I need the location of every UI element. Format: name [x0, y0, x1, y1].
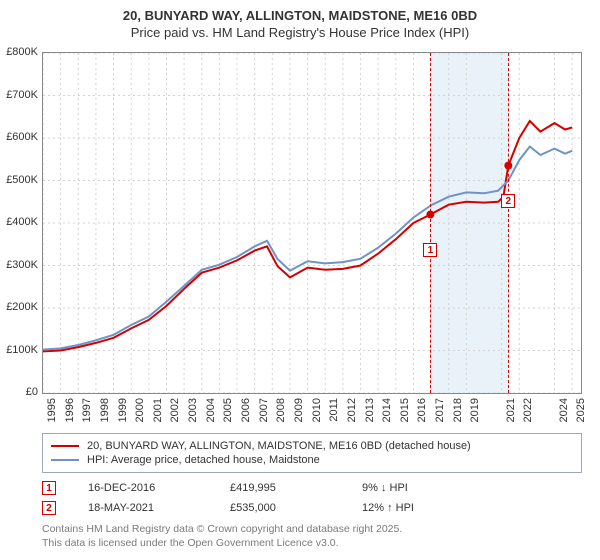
sale-marker: 1	[42, 481, 56, 495]
xtick-label: 2019	[469, 398, 481, 422]
xtick-label: 2007	[258, 398, 270, 422]
sales-table: 1 16-DEC-2016 £419,995 9% ↓ HPI 2 18-MAY-2021…	[42, 478, 582, 518]
legend-label: 20, BUNYARD WAY, ALLINGTON, MAIDSTONE, M…	[87, 440, 471, 452]
xtick-label: 2024	[558, 398, 570, 422]
ytick-label: £200K	[6, 301, 38, 313]
footer-line-1: Contains HM Land Registry data © Crown c…	[42, 522, 582, 536]
sale-delta: 9% ↓ HPI	[362, 482, 408, 494]
xtick-label: 1996	[64, 398, 76, 422]
footer-line-2: This data is licensed under the Open Gov…	[42, 536, 582, 550]
marker-box-1: 1	[423, 243, 437, 257]
xtick-label: 2006	[240, 398, 252, 422]
xtick-label: 1995	[46, 398, 58, 422]
sale-price: £535,000	[230, 502, 330, 514]
title-line-1: 20, BUNYARD WAY, ALLINGTON, MAIDSTONE, M…	[0, 8, 600, 25]
xtick-label: 2010	[311, 398, 323, 422]
chart-container: 20, BUNYARD WAY, ALLINGTON, MAIDSTONE, M…	[0, 0, 600, 560]
xtick-label: 2018	[452, 398, 464, 422]
marker-box-2: 2	[501, 194, 515, 208]
title-line-2: Price paid vs. HM Land Registry's House …	[0, 25, 600, 42]
chart-title: 20, BUNYARD WAY, ALLINGTON, MAIDSTONE, M…	[0, 0, 600, 42]
legend-item: 20, BUNYARD WAY, ALLINGTON, MAIDSTONE, M…	[51, 439, 573, 453]
xtick-label: 2015	[399, 398, 411, 422]
xtick-label: 2009	[293, 398, 305, 422]
xtick-label: 2001	[152, 398, 164, 422]
ytick-label: £700K	[6, 89, 38, 101]
xtick-label: 2000	[134, 398, 146, 422]
xtick-label: 2025	[575, 398, 587, 422]
ytick-label: £100K	[6, 344, 38, 356]
sale-marker: 2	[42, 501, 56, 515]
ytick-label: £400K	[6, 216, 38, 228]
ytick-label: £300K	[6, 259, 38, 271]
legend: 20, BUNYARD WAY, ALLINGTON, MAIDSTONE, M…	[42, 433, 582, 473]
xtick-label: 2005	[222, 398, 234, 422]
sale-delta: 12% ↑ HPI	[362, 502, 414, 514]
xtick-label: 2008	[275, 398, 287, 422]
series-0	[43, 121, 572, 351]
ytick-label: £0	[26, 386, 38, 398]
xtick-label: 2004	[205, 398, 217, 422]
footer: Contains HM Land Registry data © Crown c…	[42, 522, 582, 550]
xtick-label: 1998	[99, 398, 111, 422]
xtick-label: 2014	[381, 398, 393, 422]
ytick-label: £600K	[6, 131, 38, 143]
sale-date: 16-DEC-2016	[88, 482, 198, 494]
xtick-label: 2013	[364, 398, 376, 422]
ytick-label: £500K	[6, 174, 38, 186]
xtick-label: 2016	[416, 398, 428, 422]
legend-swatch	[51, 445, 79, 447]
xtick-label: 2017	[434, 398, 446, 422]
xtick-label: 2011	[328, 398, 340, 422]
xtick-label: 2022	[522, 398, 534, 422]
marker-line-1	[430, 53, 431, 393]
xtick-label: 2021	[505, 398, 517, 422]
legend-swatch	[51, 459, 79, 461]
legend-label: HPI: Average price, detached house, Maid…	[87, 454, 320, 466]
legend-item: HPI: Average price, detached house, Maid…	[51, 453, 573, 467]
xtick-label: 2002	[169, 398, 181, 422]
sale-row: 2 18-MAY-2021 £535,000 12% ↑ HPI	[42, 498, 582, 518]
sale-date: 18-MAY-2021	[88, 502, 198, 514]
marker-line-2	[508, 53, 509, 393]
sale-price: £419,995	[230, 482, 330, 494]
xtick-label: 2003	[187, 398, 199, 422]
xtick-label: 1997	[81, 398, 93, 422]
plot-svg	[43, 53, 581, 393]
plot-area: 12	[42, 52, 582, 394]
xtick-label: 1999	[117, 398, 129, 422]
sale-row: 1 16-DEC-2016 £419,995 9% ↓ HPI	[42, 478, 582, 498]
ytick-label: £800K	[6, 46, 38, 58]
xtick-label: 2012	[346, 398, 358, 422]
